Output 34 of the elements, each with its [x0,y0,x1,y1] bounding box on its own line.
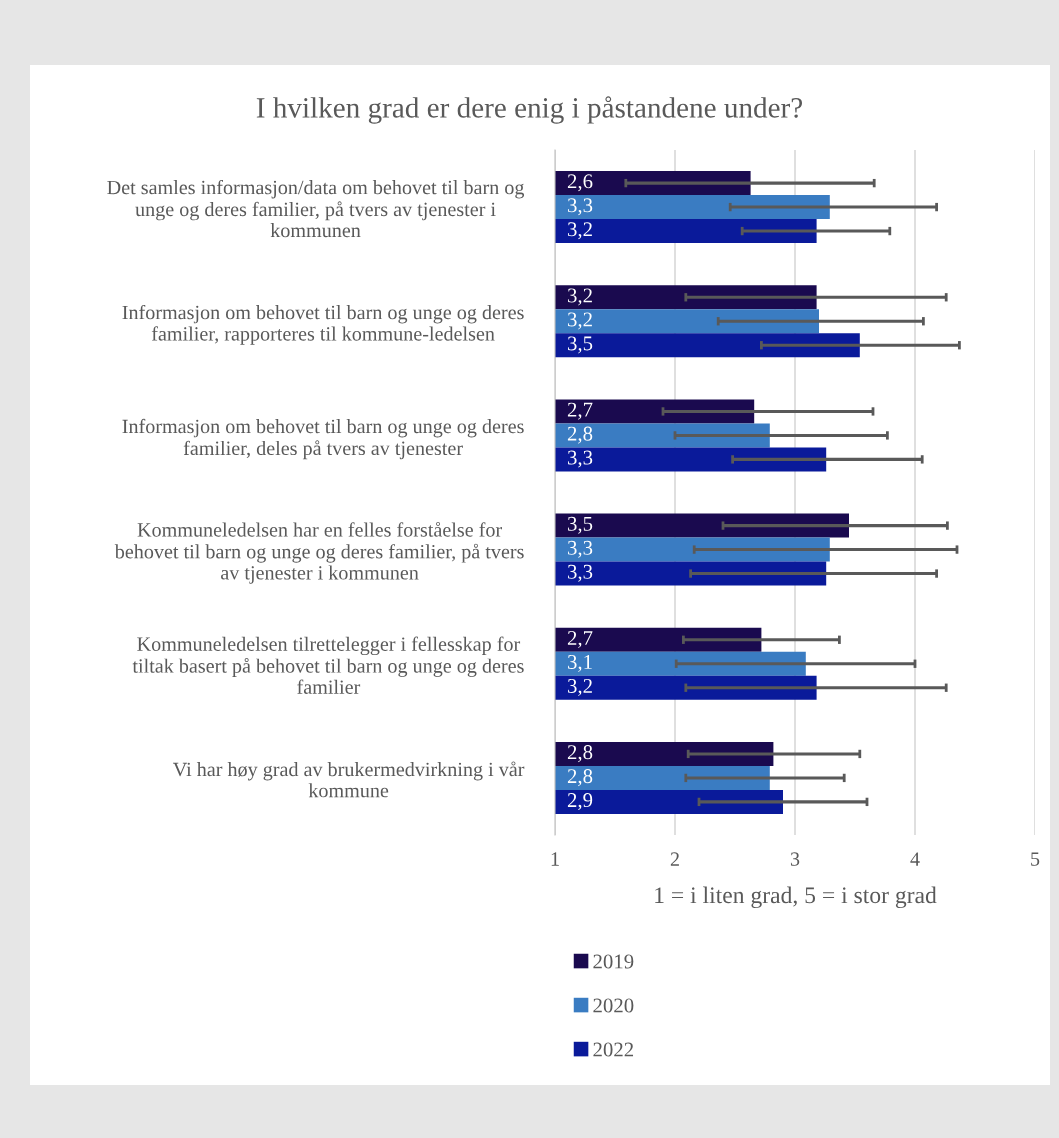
data-label: 2,8 [567,426,593,444]
x-axis-title: 1 = i liten grad, 5 = i stor grad [655,886,937,909]
legend-label: 2019 [593,954,634,969]
data-label: 2,7 [567,402,593,420]
data-label: 3,2 [568,288,592,306]
chart-title: I hvilken grad er dere enig i påstandene under? [256,96,803,124]
data-label: 3,3 [568,450,593,468]
data-label: 2,9 [567,793,593,811]
data-label: 3,3 [568,198,593,216]
x-tick-label: 5 [1031,852,1040,866]
data-label: 3,1 [568,654,592,672]
data-label: 3,3 [568,564,593,582]
data-label: 3,5 [568,516,593,534]
data-label: 2,6 [567,174,593,192]
y-tick-label: Kommuneledelsen tilrettelegger i fellesskap for tiltak basert på behovet til barn og unge og deres familier [132,636,524,694]
x-tick-label: 1 [551,852,559,866]
x-tick-label: 3 [790,852,800,866]
y-tick-label: Det samles informasjon/data om behovet til barn og unge og deres familier, på tvers av tjenester i kommunen [107,179,525,238]
data-label: 2,8 [567,745,593,763]
y-tick-label: Kommuneledelsen har en felles forståelse for behovet til barn og unge og deres familier, på tvers av tjenester i kommunen [114,521,524,584]
data-label: 2,8 [567,769,593,787]
x-tick-label: 2 [670,852,679,866]
data-label: 3,3 [568,540,593,558]
legend-label: 2022 [593,1042,634,1057]
data-label: 3,2 [568,312,592,330]
y-tick-label: Informasjon om behovet til barn og unge og deres familier, deles på tvers av tjenester [122,418,524,460]
data-label: 3,2 [568,222,592,240]
data-label: 3,2 [568,678,592,696]
data-label: 2,7 [567,630,593,648]
data-label: 3,5 [568,336,593,354]
y-tick-label: Vi har høy grad av brukermedvirkning i vår kommune [173,761,525,798]
legend-label: 2020 [593,998,634,1013]
x-tick-label: 4 [910,852,920,866]
y-tick-label: Informasjon om behovet til barn og unge og deres familier, rapporteres til kommune-ledelsen [122,304,524,345]
